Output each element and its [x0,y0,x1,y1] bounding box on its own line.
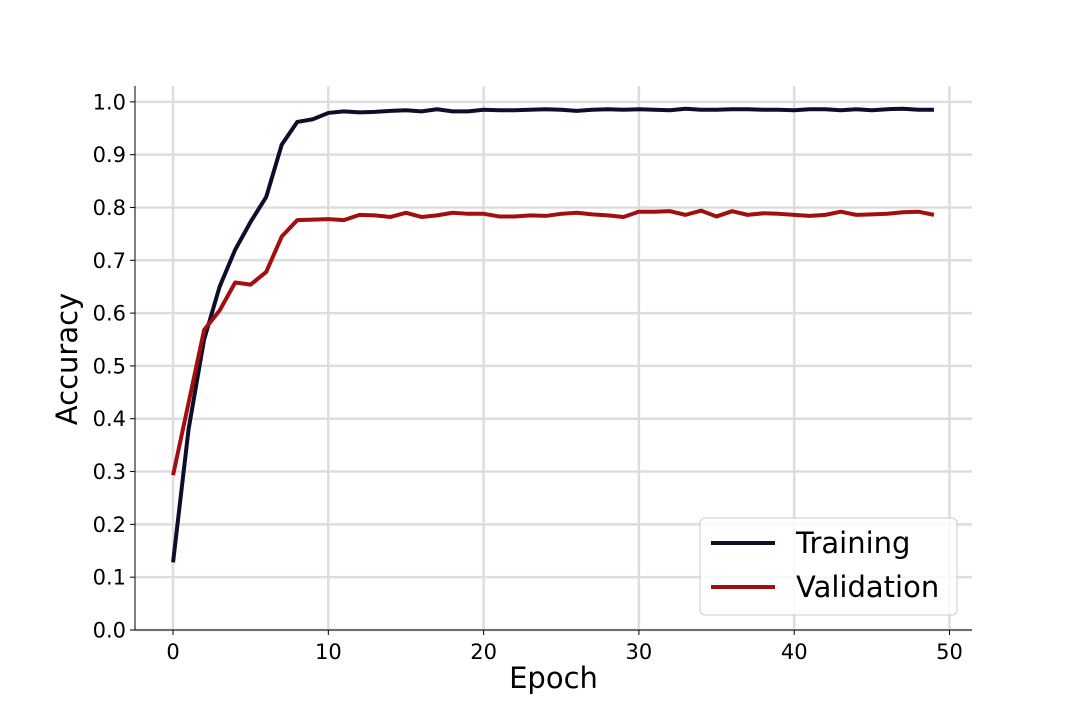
legend: Training Validation [699,517,958,616]
legend-entries: Training Validation [711,526,939,604]
y-tick-label-3: 0.3 [93,460,126,484]
x-tick-label-3: 30 [626,640,653,664]
y-tick-label-2: 0.2 [93,513,126,537]
y-axis-title: Accuracy [50,293,84,425]
y-tick-label-4: 0.4 [93,407,126,431]
y-tick-label-0: 0.0 [93,619,126,643]
x-tick-label-5: 50 [936,640,963,664]
series-line-training [171,106,934,563]
y-tick-label-1: 0.1 [93,566,126,590]
x-tick-label-1: 10 [315,640,342,664]
y-tick-label-7: 0.7 [93,249,126,273]
series-line-validation [171,208,935,476]
y-tick-label-5: 0.5 [93,354,126,378]
x-tick-label-0: 0 [166,640,179,664]
axes [134,86,972,631]
x-axis-title: Epoch [509,661,598,695]
y-tick-label-10: 1.0 [93,90,126,114]
legend-label-training: Training [795,526,910,560]
y-tick-label-9: 0.9 [93,143,126,167]
grid [135,86,972,632]
tick-labels: 0.0 0.1 0.2 0.3 0.4 0.5 0.6 0.7 0.8 0.9 1.0 0 10 20 30… [93,90,963,664]
x-tick-label-4: 40 [781,640,808,664]
legend-label-validation: Validation [796,570,939,604]
y-tick-label-8: 0.8 [93,196,126,220]
x-tick-label-2: 20 [470,640,497,664]
plot-area [171,106,935,563]
y-tick-label-6: 0.6 [93,302,126,326]
